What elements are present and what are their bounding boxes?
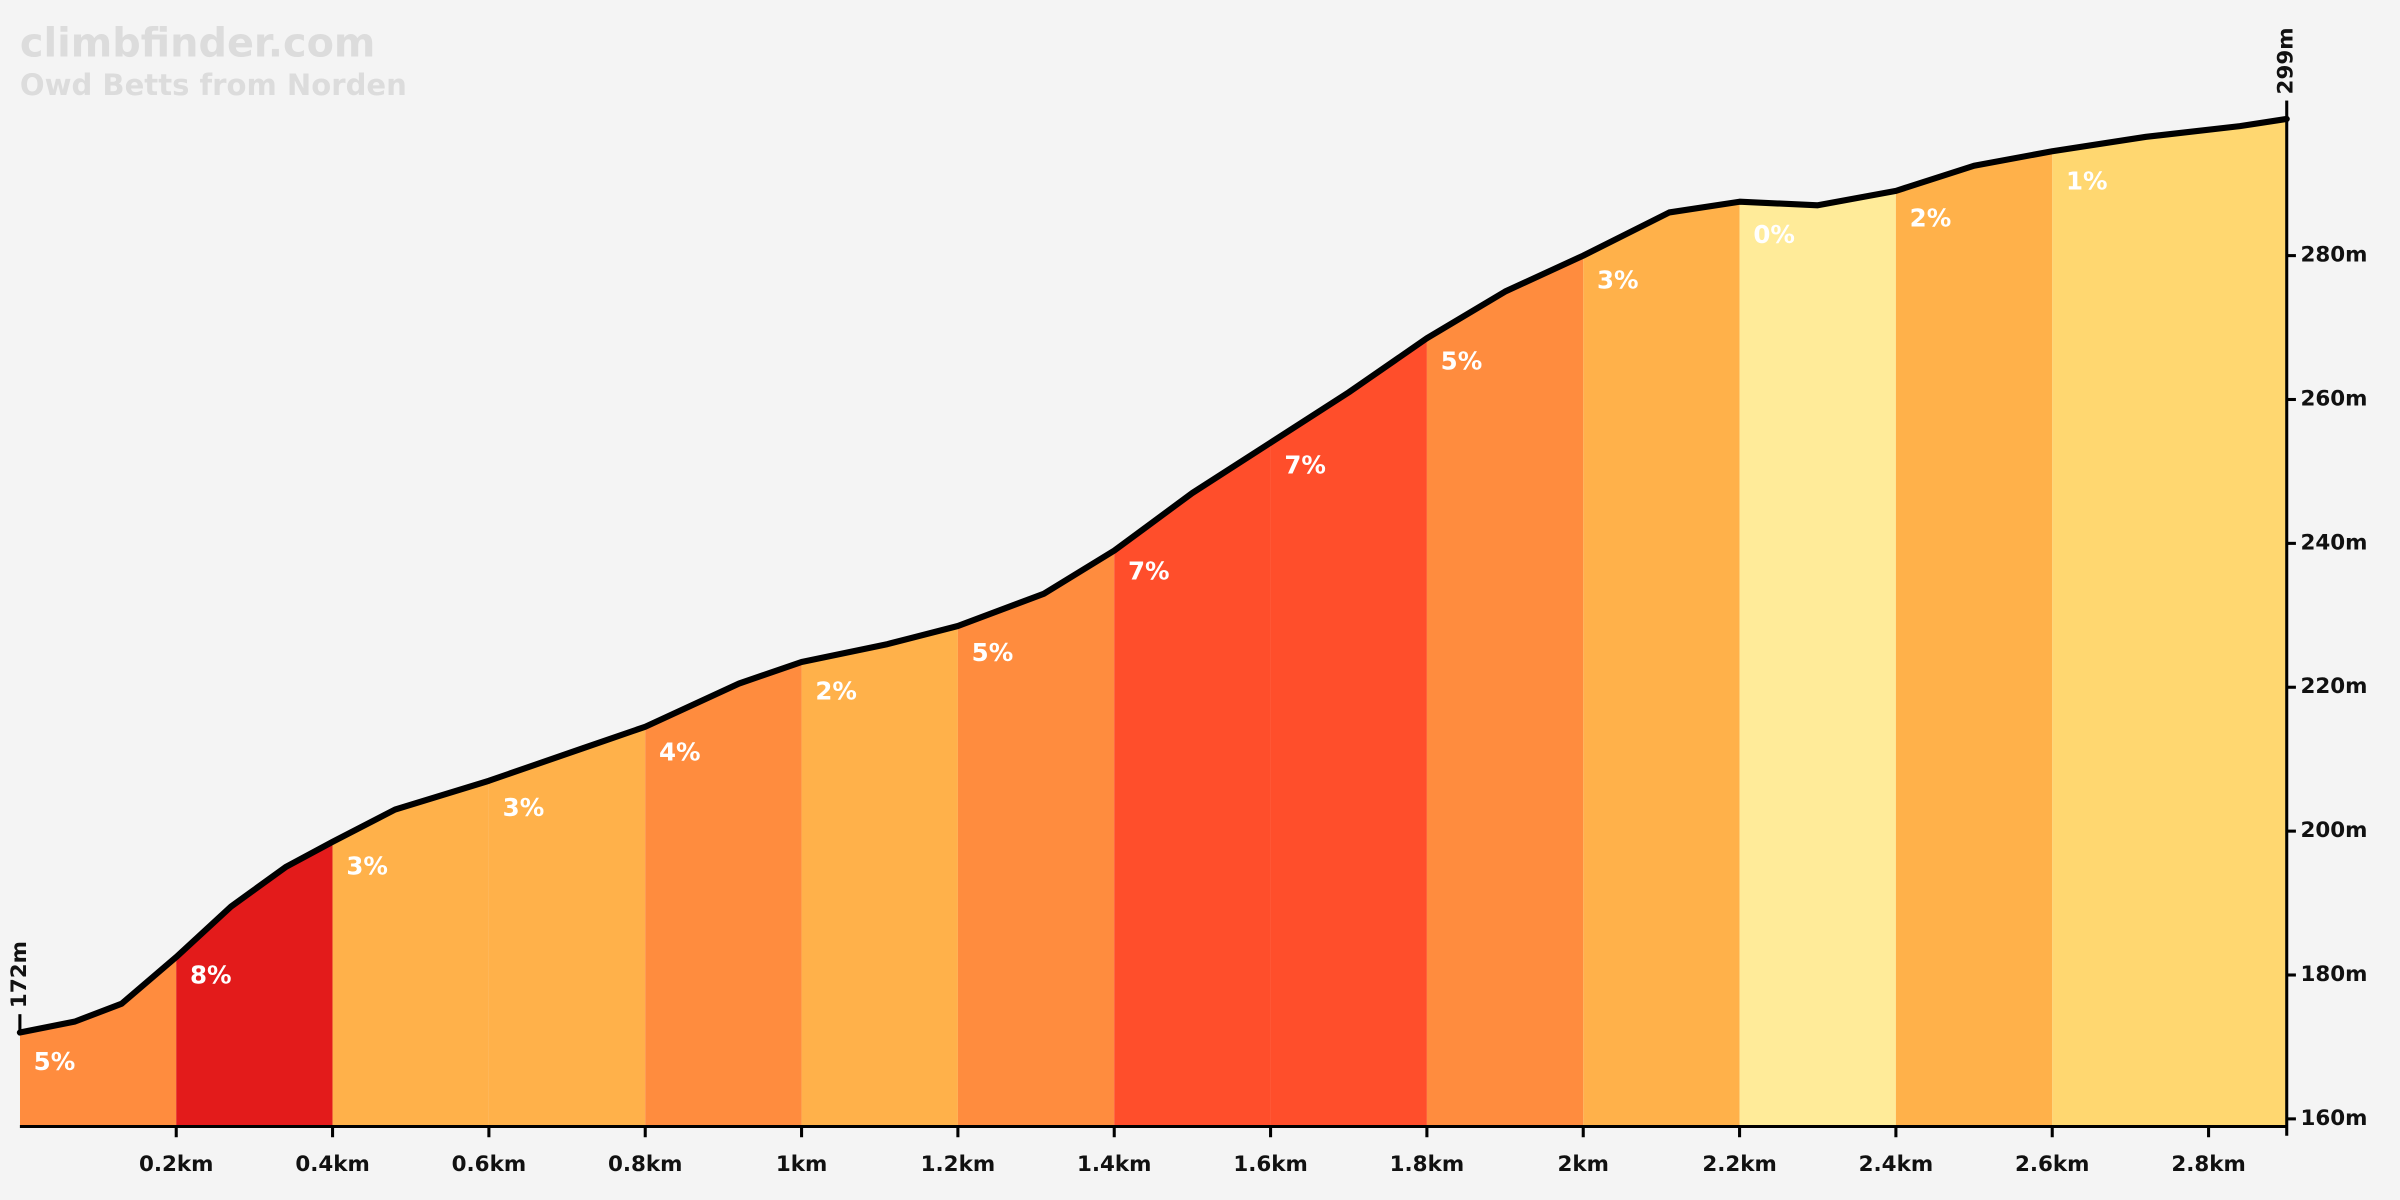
gradient-label: 3% xyxy=(1597,265,1639,294)
gradient-segment xyxy=(332,118,489,1127)
gradient-label: 5% xyxy=(1441,347,1483,376)
gradient-label: 3% xyxy=(346,851,388,880)
elevation-line xyxy=(16,115,2290,1036)
gradient-label: 2% xyxy=(1910,204,1952,233)
segments xyxy=(19,118,2287,1127)
x-tick-label: 2km xyxy=(1558,1152,1609,1177)
x-tick-label: 2.4km xyxy=(1859,1152,1933,1177)
gradient-segment xyxy=(1739,118,1896,1127)
x-tick-label: 0.6km xyxy=(452,1152,526,1177)
gradient-segment xyxy=(1895,118,2053,1127)
gradient-segment xyxy=(1270,118,1427,1127)
gradient-segment xyxy=(801,118,958,1127)
chart-title: climbfinder.com xyxy=(20,20,375,66)
y-tick-label: 240m xyxy=(2301,530,2368,555)
y-tick-label: 180m xyxy=(2301,962,2368,987)
elevation-annotation: 299m xyxy=(2274,27,2299,94)
gradient-segment xyxy=(1114,118,1271,1127)
gradient-segment xyxy=(488,118,646,1127)
x-tick-label: 2.6km xyxy=(2015,1152,2089,1177)
gradient-label: 2% xyxy=(815,676,857,705)
gradient-label: 3% xyxy=(503,793,545,822)
gradient-label: 1% xyxy=(2066,167,2108,196)
gradient-label: 0% xyxy=(1753,220,1795,249)
x-tick-label: 0.8km xyxy=(608,1152,682,1177)
gradient-label: 5% xyxy=(34,1047,76,1076)
x-tick-label: 1.8km xyxy=(1390,1152,1464,1177)
x-tick-label: 0.4km xyxy=(295,1152,369,1177)
x-tick-label: 2.8km xyxy=(2171,1152,2245,1177)
x-tick-label: 0.2km xyxy=(139,1152,213,1177)
gradient-segment xyxy=(645,118,802,1127)
x-tick-label: 1.4km xyxy=(1077,1152,1151,1177)
gradient-segment xyxy=(1583,118,1740,1127)
gradient-label: 5% xyxy=(972,638,1014,667)
chart-subtitle: Owd Betts from Norden xyxy=(20,68,407,102)
y-tick-label: 280m xyxy=(2301,243,2368,268)
x-tick-label: 2.2km xyxy=(1702,1152,1776,1177)
gradient-label: 7% xyxy=(1128,557,1170,586)
x-tick-label: 1km xyxy=(776,1152,827,1177)
gradient-segment xyxy=(2052,118,2287,1127)
gradient-label: 8% xyxy=(190,960,232,989)
gradient-label: 4% xyxy=(659,737,701,766)
x-tick-label: 1.2km xyxy=(921,1152,995,1177)
y-tick-label: 260m xyxy=(2301,386,2368,411)
gradient-segment xyxy=(1426,118,1584,1127)
gradient-label: 7% xyxy=(1284,450,1326,479)
x-tick-label: 1.6km xyxy=(1233,1152,1307,1177)
y-tick-label: 200m xyxy=(2301,818,2368,843)
y-tick-label: 160m xyxy=(2301,1106,2368,1131)
y-tick-label: 220m xyxy=(2301,674,2368,699)
elevation-annotation: 172m xyxy=(7,941,32,1008)
